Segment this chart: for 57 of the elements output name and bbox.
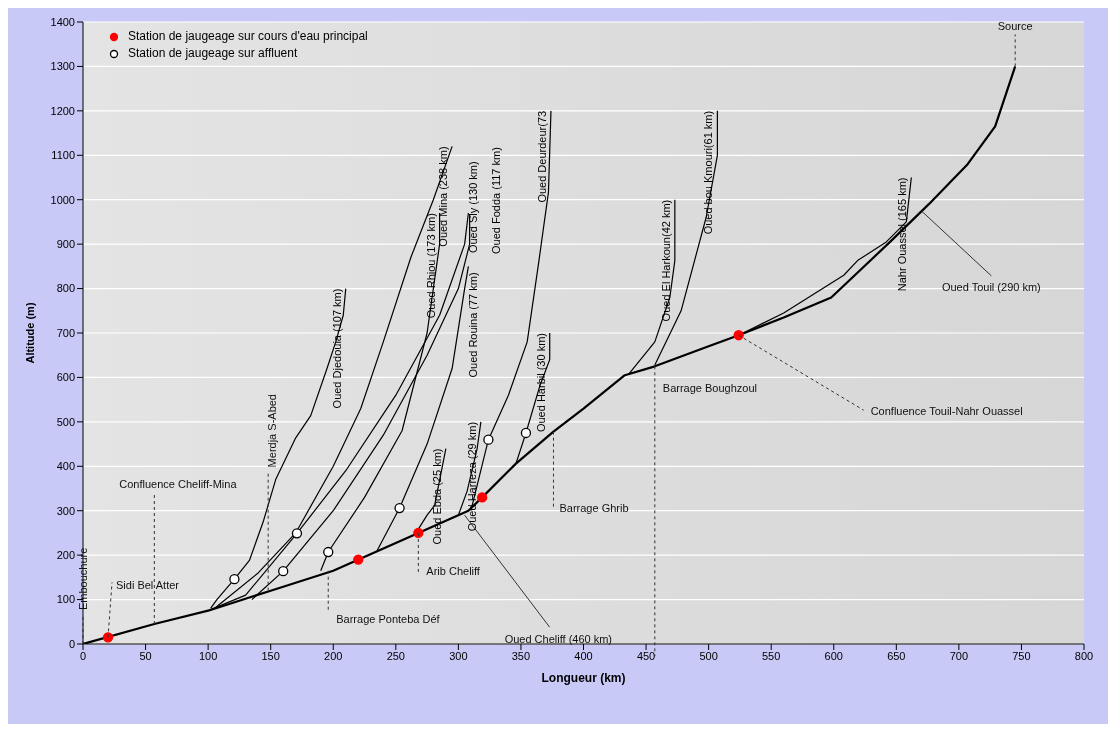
x-tick-label: 250 — [386, 649, 405, 662]
x-tick-label: 450 — [636, 649, 656, 662]
text: Oued Fodda (117 km) — [489, 147, 502, 254]
x-tick-label: 200 — [324, 649, 343, 662]
x-tick-label: 750 — [1012, 649, 1031, 662]
annotation: Confluence Cheliff-Mina — [119, 478, 238, 491]
text: Oued Djedouia (107 km) — [330, 288, 343, 409]
x-axis-title: Longueur (km) — [541, 671, 626, 685]
x-tick-label: 700 — [949, 649, 969, 662]
y-tick-label: 300 — [56, 504, 75, 517]
y-tick-label: 1300 — [50, 60, 75, 73]
x-tick-label: 350 — [511, 649, 531, 662]
text: Oued Ebda (25 km) — [430, 448, 443, 545]
y-tick-label: 1000 — [50, 193, 75, 206]
y-tick-label: 500 — [56, 415, 75, 428]
legend-label: Station de jaugeage sur affluent — [128, 45, 298, 62]
text: Oued Sly (130 km) — [467, 161, 480, 254]
text: Oued Deurdeur(73 — [535, 110, 548, 203]
text: Oued El Harkoun(42 km) — [659, 199, 672, 322]
y-tick-label: 200 — [56, 549, 75, 562]
y-tick-label: 600 — [56, 371, 75, 384]
y-tick-label: 1200 — [50, 104, 75, 117]
x-tick-label: 100 — [198, 649, 218, 662]
annotation: Oued Cheliff (460 km) — [504, 633, 613, 646]
y-tick-label: 900 — [56, 238, 75, 251]
annotation: Confluence Touil-Nahr Ouassel — [870, 405, 1023, 418]
annotation: Source — [997, 20, 1033, 33]
y-axis-title: Altitude (m) — [23, 302, 36, 364]
annotation: Arib Cheliff — [426, 564, 481, 577]
x-tick-label: 150 — [261, 649, 280, 662]
annotation: Oued Touil (290 km) — [941, 280, 1041, 293]
x-tick-label: 650 — [887, 649, 906, 662]
x-tick-label: 300 — [449, 649, 468, 662]
y-tick-label: 700 — [56, 326, 75, 339]
legend-label: Station de jaugeage sur cours d'eau principal — [128, 28, 368, 45]
y-tick-label: 1100 — [51, 149, 75, 162]
annotation: Embouchure — [77, 547, 89, 610]
x-tick-label: 500 — [699, 649, 718, 662]
x-tick-label: 50 — [139, 649, 152, 662]
y-tick-label: 400 — [56, 460, 75, 473]
x-tick-label: 0 — [79, 649, 87, 662]
annotation: Barrage Boughzoul — [662, 382, 758, 395]
annotation: Barrage Ponteba Déf — [336, 612, 441, 625]
x-tick-label: 400 — [574, 649, 593, 662]
y-tick-label: 1400 — [50, 15, 75, 28]
text: Oued Harbil (30 km) — [534, 333, 547, 433]
text: Oued bou Kmouri(61 km) — [702, 110, 715, 235]
y-tick-label: 100 — [56, 593, 75, 606]
annotation: Barrage Ghrib — [559, 501, 629, 514]
x-tick-label: 800 — [1074, 649, 1094, 662]
y-tick-label: 800 — [56, 282, 75, 295]
annotation: Merdja S-Abed — [266, 394, 279, 468]
annotation: Sidi Bel Atter — [116, 579, 180, 592]
text: Oued Rouina (77 km) — [467, 272, 480, 378]
x-tick-label: 550 — [762, 649, 781, 662]
y-tick-label: 0 — [68, 637, 75, 650]
x-tick-label: 600 — [824, 649, 843, 662]
